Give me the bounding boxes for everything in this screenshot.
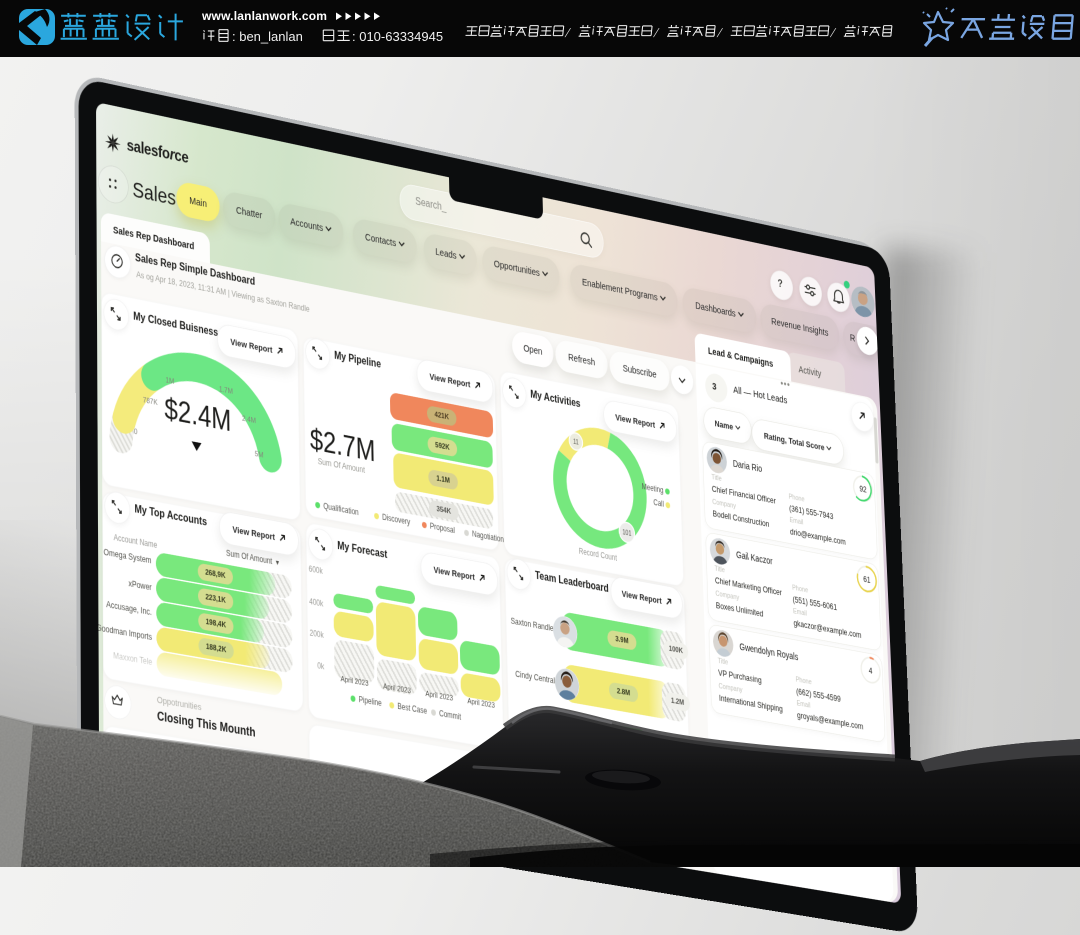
svg-text:0: 0 (134, 428, 138, 436)
svg-text:: 010-63334945: : 010-63334945 (352, 29, 443, 44)
svg-text:/: / (652, 25, 660, 40)
svg-text:: ben_lanlan: : ben_lanlan (232, 29, 303, 44)
svg-text:101: 101 (622, 529, 632, 538)
svg-text:61: 61 (863, 574, 871, 585)
svg-text:4: 4 (869, 666, 873, 676)
svg-text:/: / (564, 25, 572, 40)
svg-text:2.4M: 2.4M (242, 415, 256, 425)
svg-text:92: 92 (859, 484, 867, 495)
svg-text:1M: 1M (165, 377, 174, 386)
svg-text:/: / (829, 25, 837, 40)
svg-text:/: / (716, 25, 724, 40)
svg-text:5M: 5M (255, 450, 264, 459)
svg-text:www.lanlanwork.com: www.lanlanwork.com (201, 9, 327, 23)
svg-text:1.7M: 1.7M (219, 386, 233, 396)
svg-text:787K: 787K (143, 397, 158, 408)
svg-text:11: 11 (573, 438, 579, 447)
svg-text:$2.4M: $2.4M (164, 392, 231, 438)
